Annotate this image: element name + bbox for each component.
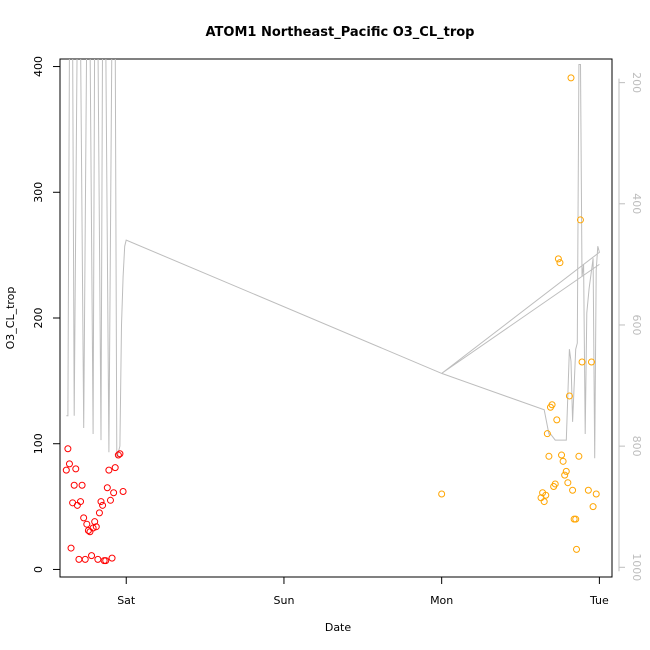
data-point xyxy=(576,216,584,224)
x-tick-label: Mon xyxy=(430,594,453,607)
y2-tick-label: 1000 xyxy=(630,553,643,581)
data-point xyxy=(70,481,78,489)
data-point xyxy=(551,480,559,488)
plot-frame xyxy=(59,58,613,578)
data-point xyxy=(78,481,86,489)
y2-tick-label: 600 xyxy=(630,314,643,335)
data-point xyxy=(83,520,91,528)
y-tick-label: 200 xyxy=(32,308,45,329)
data-point xyxy=(119,488,127,496)
y-tick-label: 300 xyxy=(32,182,45,203)
data-point xyxy=(72,465,80,473)
data-point xyxy=(567,74,575,82)
y-tick-label: 400 xyxy=(32,56,45,77)
data-point xyxy=(572,515,580,523)
chart-title: ATOM1 Northeast_Pacific O3_CL_trop xyxy=(206,25,475,40)
data-point xyxy=(80,514,88,522)
y2-tick-label: 400 xyxy=(630,193,643,214)
y-axis-label: O3_CL_trop xyxy=(4,287,17,350)
data-point xyxy=(103,484,111,492)
data-point xyxy=(542,491,550,499)
data-point xyxy=(545,452,553,460)
data-point xyxy=(89,524,97,532)
data-point xyxy=(562,467,570,475)
data-point xyxy=(564,479,572,487)
data-point xyxy=(108,554,116,562)
x-tick-label: Sun xyxy=(273,594,294,607)
data-point xyxy=(540,498,548,506)
data-point xyxy=(73,501,81,509)
data-point xyxy=(102,557,110,565)
data-point xyxy=(99,501,107,509)
x-tick-label: Tue xyxy=(589,594,609,607)
data-point xyxy=(573,545,581,553)
y2-axis: 200 400 600 800 1000 xyxy=(618,72,643,581)
data-point xyxy=(64,445,72,453)
data-point xyxy=(95,509,103,517)
data-point xyxy=(589,503,597,511)
data-point xyxy=(81,555,89,563)
data-point xyxy=(561,471,569,479)
data-point xyxy=(565,392,573,400)
data-point xyxy=(575,452,583,460)
x-axis: Sat Sun Mon Tue xyxy=(117,577,609,607)
data-point xyxy=(67,544,75,552)
y2-tick-label: 800 xyxy=(630,436,643,457)
data-point xyxy=(111,464,119,472)
data-point xyxy=(554,255,562,263)
data-point xyxy=(548,401,556,409)
data-point xyxy=(62,466,70,474)
data-point xyxy=(559,457,567,465)
data-point xyxy=(592,490,600,498)
data-point xyxy=(92,523,100,531)
data-point xyxy=(578,358,586,366)
y-axis: 0 100 200 300 400 xyxy=(32,56,60,573)
data-point xyxy=(77,498,85,506)
y-tick-label: 0 xyxy=(32,566,45,573)
data-point xyxy=(97,498,105,506)
data-point xyxy=(94,555,102,563)
y-tick-label: 100 xyxy=(32,433,45,454)
data-point xyxy=(438,490,446,498)
y2-tick-label: 200 xyxy=(630,72,643,93)
data-point xyxy=(110,489,118,497)
data-point xyxy=(558,451,566,459)
x-axis-label: Date xyxy=(325,621,352,634)
x-tick-label: Sat xyxy=(117,594,136,607)
data-point xyxy=(569,486,577,494)
data-point xyxy=(543,430,551,438)
data-point xyxy=(556,259,564,267)
data-point xyxy=(88,552,96,560)
data-point xyxy=(106,496,114,504)
data-point xyxy=(553,416,561,424)
data-point xyxy=(116,450,124,458)
data-point xyxy=(584,486,592,494)
series-layer xyxy=(62,59,600,565)
data-point xyxy=(91,518,99,526)
data-point xyxy=(114,451,122,459)
series-line xyxy=(66,59,600,459)
data-point xyxy=(105,466,113,474)
data-point xyxy=(587,358,595,366)
data-point xyxy=(75,555,83,563)
data-point xyxy=(65,460,73,468)
data-point xyxy=(86,528,94,536)
